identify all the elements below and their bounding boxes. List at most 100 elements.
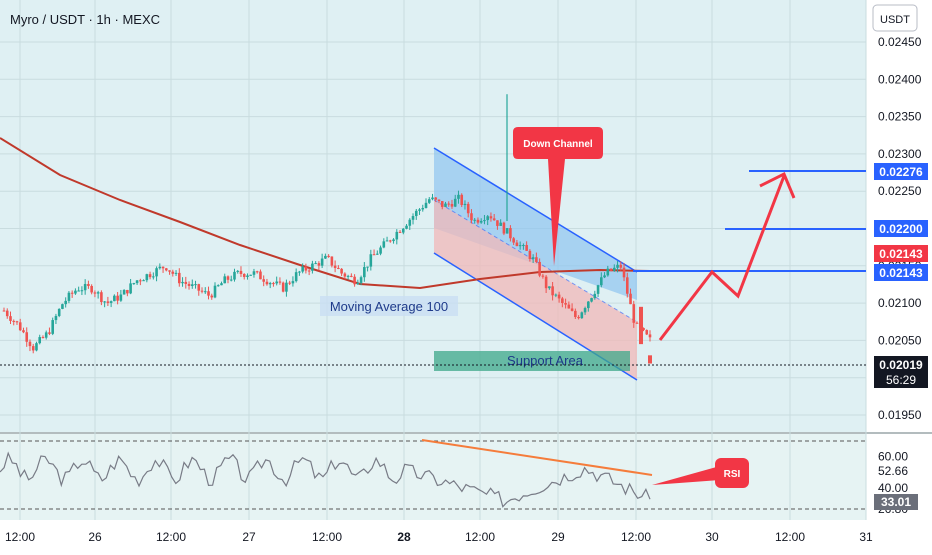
level-label-2-text: 0.02200 [879,222,923,236]
currency-badge-box[interactable] [872,4,918,32]
candle-body [512,238,515,243]
candle-body [492,218,496,221]
candle-body [194,284,197,286]
candle-body [535,257,538,262]
support-area-box [434,351,630,371]
candle-body [314,263,317,265]
rsi-callout-text: RSI [724,469,741,480]
candle-body [210,295,214,298]
candle-body [307,270,311,272]
candle-body [609,268,613,271]
level-label-1: 0.02276 [874,163,928,180]
candle-body [246,275,249,277]
currency-badge[interactable]: USDT [872,4,918,32]
candle-body [408,219,412,226]
candle-body [304,266,308,271]
candle-body [496,220,499,226]
candle-body [44,332,48,338]
level-label-3-red-bg [874,245,928,262]
candle-body [252,271,256,275]
rsi-current-text: 33.01 [881,495,911,509]
candle-body [574,310,577,318]
candle-body [424,202,428,208]
candle-body [401,228,405,233]
candle-body [288,282,291,284]
candle-body [509,228,512,239]
candle-body [583,308,587,313]
candle-body [346,275,350,277]
candle-body [515,242,519,247]
candle-body [437,199,441,202]
price-tick-label: 0.02100 [878,296,922,310]
candle-body [2,310,6,312]
candle-body [418,209,421,211]
candle-body [216,285,220,287]
candle-body [518,245,522,247]
candle-body [622,267,626,278]
candle-body [184,281,188,284]
candle-body [476,219,480,223]
candle-body [350,275,353,277]
level-label-3-red-text: 0.02143 [879,247,923,261]
candle-body [548,286,551,289]
current-price-label-bg [874,356,928,388]
time-tick-label: 26 [88,530,102,544]
candle-body [51,320,54,334]
candle-body [616,264,619,268]
candle-body [236,270,240,272]
rsi-current-label: 33.01 [874,494,918,510]
candle-body-last [639,306,643,345]
candle-body [554,294,558,296]
candle-body [12,320,16,322]
candle-body [590,298,593,302]
channel-upper-fill [434,148,637,300]
support-area-label: Support Area [507,353,584,368]
candle-body [259,271,262,280]
candle-body [285,282,288,292]
candle-body [242,274,246,277]
candle-body [561,298,564,303]
candle-body [239,270,243,275]
candle-body [551,286,554,296]
candle-body [177,272,181,284]
candle-body [48,332,51,334]
candle-body [580,312,584,319]
candle-body [502,222,506,234]
candle-body [463,203,467,206]
price-tick-label: 0.01950 [878,408,922,422]
current-price-text: 0.02019 [879,358,923,372]
candle-body [522,245,525,247]
time-tick-label: 27 [242,530,256,544]
candle-body [61,304,64,309]
candle-body [229,279,233,281]
candle-body [499,222,502,226]
candle-body [119,294,123,301]
level-label-1-bg [874,163,928,180]
candle-body [132,283,136,285]
candle-body [395,231,399,240]
candle-body [275,281,278,284]
candle-body [291,281,295,284]
candle-body [447,203,451,205]
candle-body [187,283,191,286]
candle-body [564,302,567,305]
candle-body [389,240,392,242]
candle-body [587,301,590,309]
candle-body [168,270,171,272]
price-tick-label: 0.02350 [878,110,922,124]
time-axis[interactable]: 12:00 26 12:00 27 12:00 28 12:00 29 12:00 30 12:00… [5,530,873,544]
candle-body [411,216,415,220]
candle-body [67,292,71,301]
time-tick-label: 28 [397,530,411,544]
candle-body [612,267,616,271]
rsi-tick-label: 40.00 [878,481,908,495]
candle-body [333,265,337,268]
level-label-3-blue-text: 0.02143 [879,266,923,280]
countdown-text: 56:29 [886,373,916,387]
candle-body [330,256,334,266]
candle-body-current [648,355,652,364]
level-label-3-blue-bg [874,264,928,281]
candle-body [226,276,230,280]
chart-title: Myro / USDT · 1h · MEXC [10,12,160,27]
candle-body [405,225,408,229]
